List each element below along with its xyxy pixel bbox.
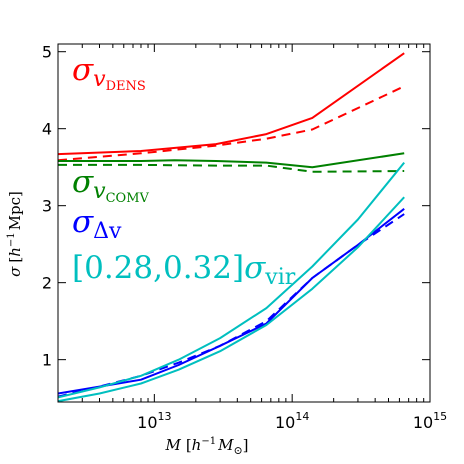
y-tick-label: 4 bbox=[42, 120, 52, 139]
series-line-1 bbox=[58, 52, 405, 156]
plot-frame bbox=[57, 43, 431, 403]
x-tick-label: 1014 bbox=[275, 410, 309, 432]
axes-layer: 1013 1014 1015 1 2 3 4 5 bbox=[42, 43, 447, 432]
y-tick-label: 1 bbox=[42, 351, 52, 370]
series-line-2 bbox=[58, 85, 405, 162]
series-line-3 bbox=[58, 152, 405, 169]
series-line-4 bbox=[58, 163, 405, 173]
y-tick-label: 3 bbox=[42, 197, 52, 216]
x-axis-label: M [h−1 M⊙] bbox=[164, 436, 248, 457]
series-line-7 bbox=[58, 161, 405, 399]
legend-entry-2: σvCOMV bbox=[72, 164, 150, 206]
series-line-8 bbox=[58, 196, 405, 402]
series-line-6 bbox=[58, 213, 405, 398]
y-axis-label: σ[h−1Mpc] bbox=[6, 191, 24, 277]
axis-labels: σ[h−1Mpc] M [h−1 M⊙] bbox=[6, 191, 249, 457]
y-tick-label: 5 bbox=[42, 43, 52, 62]
x-tick-label: 1015 bbox=[413, 410, 447, 432]
legend-entry-3: σΔv bbox=[72, 204, 122, 244]
legend-entry-1: σvDENS bbox=[72, 52, 146, 94]
series-layer bbox=[58, 52, 405, 402]
legend-entry-4: [0.28,0.32]σvir bbox=[72, 250, 296, 290]
x-tick-label: 1013 bbox=[137, 410, 171, 432]
y-tick-label: 2 bbox=[42, 274, 52, 293]
